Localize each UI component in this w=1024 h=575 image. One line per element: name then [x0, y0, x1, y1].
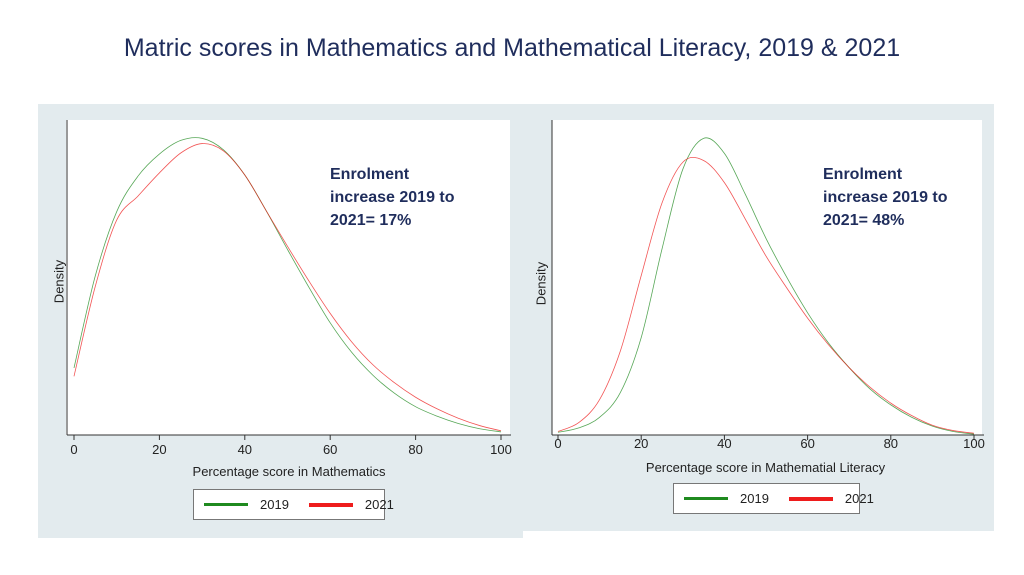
chart-legend: 2019 2021: [193, 489, 394, 520]
y-axis-label: Density: [51, 259, 67, 304]
legend-item-2021: 2021: [308, 497, 394, 512]
legend-swatch-2019: [204, 503, 248, 506]
slide-title: Matric scores in Mathematics and Mathema…: [123, 34, 901, 62]
x-tick-label: 0: [70, 442, 77, 457]
x-tick-label: 20: [152, 442, 166, 457]
plot-area: [552, 120, 982, 435]
mathematics-density-chart: 0 20 40 60 80 100: [66, 120, 512, 457]
x-tick-label: 0: [554, 436, 561, 451]
enrolment-annotation: Enrolment increase 2019 to 2021= 48%: [823, 166, 948, 229]
enrolment-annotation: Enrolment increase 2019 to 2021= 17%: [330, 166, 455, 229]
plot-area: [66, 120, 510, 435]
legend-label-2019: 2019: [740, 491, 769, 506]
y-axis-label: Density: [533, 261, 549, 306]
legend-swatch-2021: [308, 502, 353, 507]
x-tick-label: 100: [490, 442, 512, 457]
x-tick-label: 80: [408, 442, 422, 457]
mathematical-literacy-density-chart: 0 20 40 60 80 100: [551, 120, 985, 451]
legend-item-2021: 2021: [788, 491, 874, 506]
x-tick-label: 100: [963, 436, 985, 451]
legend-label-2021: 2021: [364, 497, 394, 512]
series-line-2021: [73, 143, 502, 432]
x-tick-label: 80: [884, 436, 898, 451]
chart-panel-mathematics: 0 20 40 60 80 100 Density Percentage score in…: [38, 104, 523, 538]
x-axis-label: Percentage score in Mathematial Literacy: [645, 460, 886, 475]
x-axis-label: Percentage score in Mathematics: [192, 464, 386, 479]
x-tick-label: 60: [323, 442, 337, 457]
chart-legend: 2019 2021: [673, 483, 874, 514]
chart-panel-mathematical-literacy: 0 20 40 60 80 100 Density Percentage score in…: [523, 104, 994, 531]
legend-label-2019: 2019: [260, 497, 289, 512]
x-tick-label: 40: [717, 436, 731, 451]
series-line-2021: [557, 157, 975, 434]
series-line-2019: [557, 137, 975, 435]
legend-swatch-2021: [788, 496, 833, 501]
legend-label-2021: 2021: [844, 491, 874, 506]
legend-swatch-2019: [684, 497, 728, 500]
x-tick-label: 40: [238, 442, 252, 457]
legend-item-2019: 2019: [204, 497, 289, 512]
x-tick-label: 60: [800, 436, 814, 451]
legend-item-2019: 2019: [684, 491, 769, 506]
x-tick-label: 20: [634, 436, 648, 451]
series-line-2019: [73, 137, 502, 433]
